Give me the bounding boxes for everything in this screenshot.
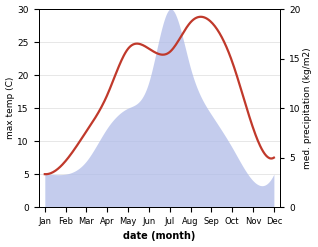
- X-axis label: date (month): date (month): [123, 231, 196, 242]
- Y-axis label: max temp (C): max temp (C): [5, 77, 15, 139]
- Y-axis label: med. precipitation (kg/m2): med. precipitation (kg/m2): [303, 47, 313, 169]
